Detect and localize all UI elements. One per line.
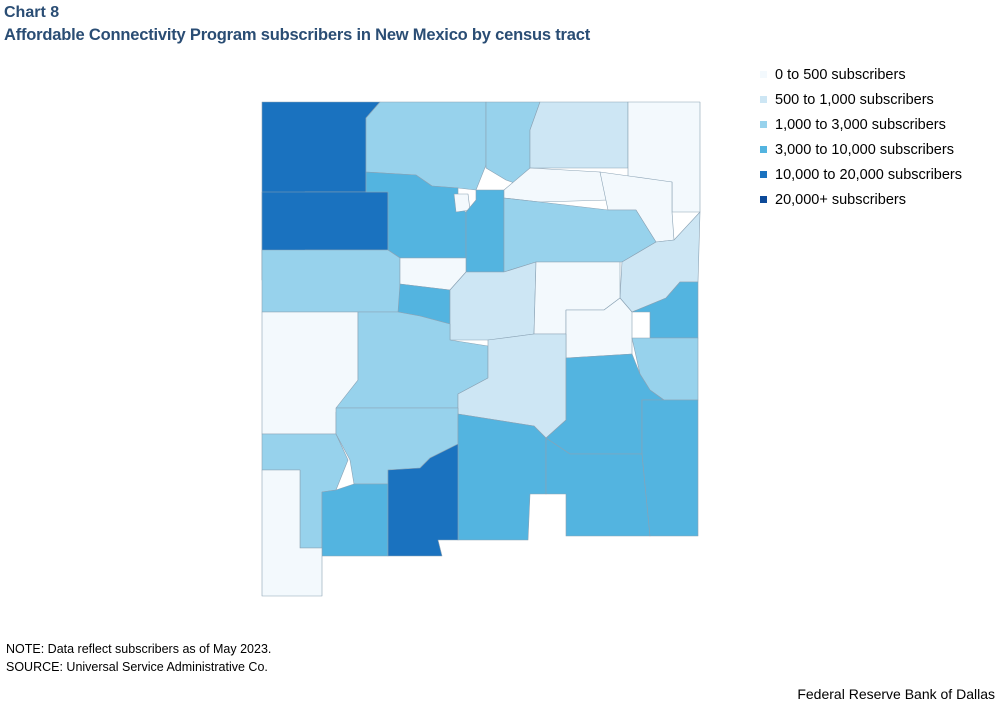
source-text: SOURCE: Universal Service Administrative… bbox=[6, 660, 268, 674]
legend-label: 10,000 to 20,000 subscribers bbox=[775, 166, 963, 183]
legend-label: 20,000+ subscribers bbox=[775, 191, 906, 208]
county-colfax bbox=[529, 101, 629, 169]
legend-swatch bbox=[760, 146, 767, 153]
legend-label: 3,000 to 10,000 subscribers bbox=[775, 141, 954, 158]
legend: 0 to 500 subscribers 500 to 1,000 subscr… bbox=[760, 62, 962, 212]
county-eddy bbox=[545, 437, 651, 537]
county-santa-fe bbox=[465, 189, 505, 273]
credit-text: Federal Reserve Bank of Dallas bbox=[797, 686, 995, 702]
county-curry bbox=[631, 281, 699, 339]
legend-label: 0 to 500 subscribers bbox=[775, 66, 906, 83]
county-hidalgo bbox=[261, 469, 323, 597]
legend-label: 1,000 to 3,000 subscribers bbox=[775, 116, 946, 133]
legend-item: 10,000 to 20,000 subscribers bbox=[760, 162, 962, 187]
legend-swatch bbox=[760, 196, 767, 203]
county-lea bbox=[641, 399, 699, 537]
county-dona-ana bbox=[387, 443, 459, 557]
legend-item: 3,000 to 10,000 subscribers bbox=[760, 137, 962, 162]
legend-swatch bbox=[760, 121, 767, 128]
legend-label: 500 to 1,000 subscribers bbox=[775, 91, 934, 108]
legend-item: 20,000+ subscribers bbox=[760, 187, 962, 212]
county-cibola bbox=[261, 249, 401, 313]
footnote: NOTE: Data reflect subscribers as of May… bbox=[6, 640, 271, 676]
county-los-alamos bbox=[453, 193, 471, 213]
county-luna bbox=[321, 483, 389, 557]
legend-swatch bbox=[760, 171, 767, 178]
chart-title: Affordable Connectivity Program subscrib… bbox=[4, 26, 590, 44]
legend-swatch bbox=[760, 71, 767, 78]
note-text: NOTE: Data reflect subscribers as of May… bbox=[6, 642, 272, 656]
chart-label: Chart 8 bbox=[4, 4, 60, 21]
legend-item: 0 to 500 subscribers bbox=[760, 62, 962, 87]
legend-item: 500 to 1,000 subscribers bbox=[760, 87, 962, 112]
legend-swatch bbox=[760, 96, 767, 103]
legend-item: 1,000 to 3,000 subscribers bbox=[760, 112, 962, 137]
county-otero bbox=[457, 413, 547, 541]
